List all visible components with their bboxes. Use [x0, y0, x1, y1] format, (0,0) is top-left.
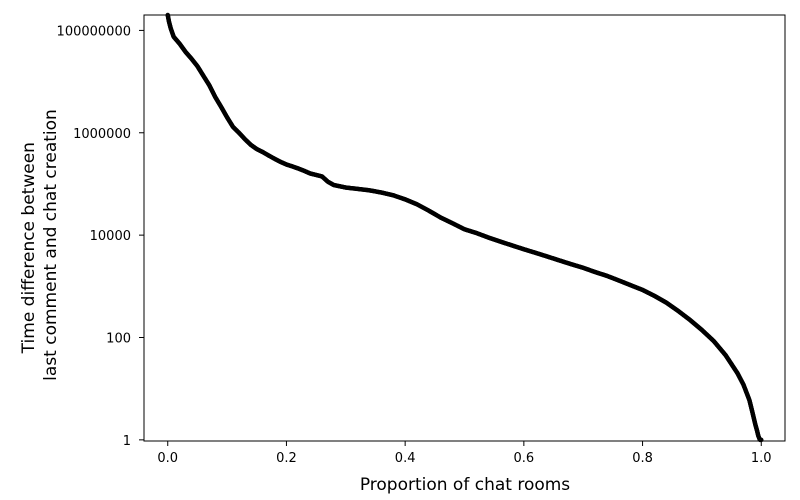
x-tick-label: 0.0 [157, 451, 178, 466]
x-tick-label: 0.8 [632, 451, 653, 466]
x-tick-label: 0.6 [514, 451, 535, 466]
x-axis: 0.0 0.2 0.4 0.6 0.8 1.0 [157, 441, 772, 466]
y-tick-label: 10000 [90, 229, 131, 244]
x-axis-label: Proportion of chat rooms [360, 475, 570, 495]
y-tick-label: 1 [123, 434, 131, 449]
x-tick-label: 1.0 [751, 451, 772, 466]
y-tick-label: 1000000 [73, 127, 131, 142]
x-tick-label: 0.4 [395, 451, 416, 466]
x-tick-label: 0.2 [276, 451, 297, 466]
y-tick-label: 100000000 [57, 24, 131, 39]
y-axis-label-line-2: last comment and chat creation [41, 109, 61, 381]
y-axis-label: Time difference between last comment and… [19, 109, 61, 381]
y-tick-label: 100 [106, 331, 131, 346]
y-axis-label-line-1: Time difference between [19, 142, 39, 354]
plot-frame [143, 14, 786, 442]
data-points [165, 12, 764, 443]
y-axis: 1 100 10000 1000000 100000000 [57, 24, 144, 449]
